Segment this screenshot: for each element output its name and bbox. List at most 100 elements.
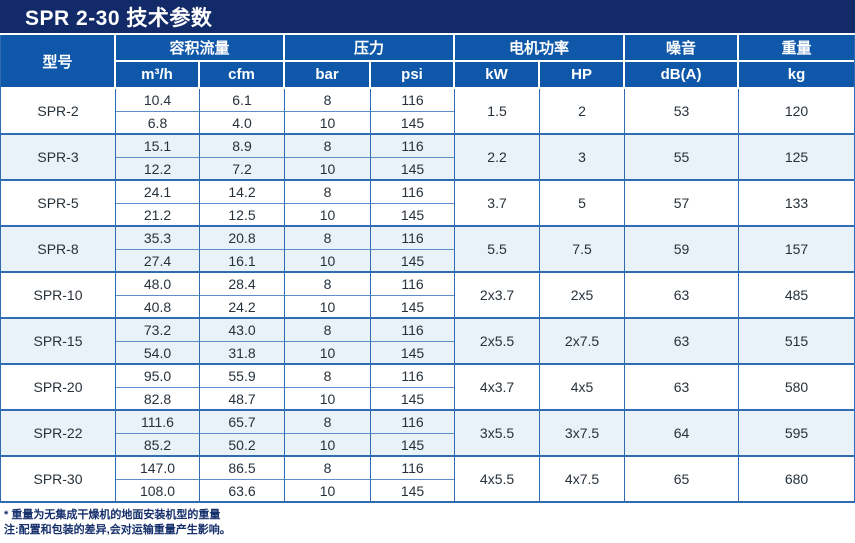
model-cell: SPR-5 [1, 181, 116, 227]
pressure-bar-cell: 10 [285, 250, 372, 273]
pressure-bar-cell: 10 [285, 388, 372, 411]
header-pressure: 压力 [285, 35, 456, 62]
table-row: 12.2 7.2 10 145 [1, 158, 854, 181]
noise-db-cell: 64 [625, 411, 740, 457]
weight-kg-cell: 515 [739, 319, 855, 365]
power-kw-cell: 2x3.7 [455, 273, 541, 319]
group-spr-3: SPR-3 15.1 8.9 8 116 2.2 3 55 125 12.2 7… [1, 135, 855, 181]
flow-cfm-cell: 24.2 [200, 296, 286, 319]
flow-m3h-cell: 21.2 [116, 204, 200, 227]
power-hp-cell: 4x7.5 [540, 457, 626, 503]
table-row: 85.2 50.2 10 145 [1, 434, 854, 457]
header-flow: 容积流量 [116, 35, 286, 62]
pressure-bar-cell: 8 [285, 457, 372, 480]
power-hp-cell: 3x7.5 [540, 411, 626, 457]
flow-m3h-cell: 108.0 [116, 480, 200, 503]
noise-db-cell: 53 [625, 89, 740, 135]
power-hp-cell: 7.5 [540, 227, 626, 273]
flow-m3h-cell: 40.8 [116, 296, 200, 319]
flow-cfm-cell: 50.2 [200, 434, 286, 457]
power-kw-cell: 3x5.5 [455, 411, 541, 457]
flow-m3h-cell: 85.2 [116, 434, 200, 457]
noise-db-cell: 59 [625, 227, 740, 273]
pressure-psi-cell: 145 [371, 296, 456, 319]
model-cell: SPR-22 [1, 411, 116, 457]
spec-table: 型号 容积流量 压力 电机功率 噪音 重量 m³/h cfm bar psi k… [1, 35, 855, 503]
power-kw-cell: 2x5.5 [455, 319, 541, 365]
pressure-bar-cell: 8 [285, 273, 372, 296]
group-spr-30: SPR-30 147.0 86.5 8 116 4x5.5 4x7.5 65 6… [1, 457, 855, 503]
pressure-psi-cell: 116 [371, 411, 456, 434]
pressure-psi-cell: 145 [371, 158, 456, 181]
pressure-bar-cell: 8 [285, 135, 372, 158]
weight-kg-cell: 485 [739, 273, 855, 319]
flow-m3h-cell: 48.0 [116, 273, 200, 296]
noise-db-cell: 63 [625, 319, 740, 365]
flow-m3h-cell: 27.4 [116, 250, 200, 273]
table-row: SPR-30 147.0 86.5 8 116 4x5.5 4x7.5 65 6… [1, 457, 855, 503]
weight-kg-cell: 133 [739, 181, 855, 227]
pressure-bar-cell: 8 [285, 89, 372, 112]
flow-cfm-cell: 14.2 [200, 181, 286, 204]
table-row: 82.8 48.7 10 145 [1, 388, 854, 411]
unit-dba: dB(A) [625, 62, 740, 89]
pressure-bar-cell: 8 [285, 411, 372, 434]
power-kw-cell: 1.5 [455, 89, 541, 135]
footnote-shipping: 注:配置和包装的差异,会对运输重量产生影响。 [4, 524, 231, 536]
pressure-bar-cell: 10 [285, 296, 372, 319]
flow-m3h-cell: 12.2 [116, 158, 200, 181]
pressure-psi-cell: 116 [371, 273, 456, 296]
table-row: SPR-2 10.4 6.1 8 116 1.5 2 53 120 [1, 89, 855, 135]
group-spr-20: SPR-20 95.0 55.9 8 116 4x3.7 4x5 63 580 … [1, 365, 855, 411]
flow-m3h-cell: 35.3 [116, 227, 200, 250]
weight-kg-cell: 157 [739, 227, 855, 273]
weight-kg-cell: 595 [739, 411, 855, 457]
flow-m3h-cell: 54.0 [116, 342, 200, 365]
flow-m3h-cell: 6.8 [116, 112, 200, 135]
pressure-psi-cell: 116 [371, 457, 456, 480]
weight-kg-cell: 120 [739, 89, 855, 135]
flow-cfm-cell: 4.0 [200, 112, 286, 135]
flow-cfm-cell: 8.9 [200, 135, 286, 158]
table-row: SPR-20 95.0 55.9 8 116 4x3.7 4x5 63 580 [1, 365, 855, 411]
pressure-psi-cell: 116 [371, 181, 456, 204]
header-noise: 噪音 [625, 35, 740, 62]
group-spr-15: SPR-15 73.2 43.0 8 116 2x5.5 2x7.5 63 51… [1, 319, 855, 365]
pressure-psi-cell: 145 [371, 434, 456, 457]
power-kw-cell: 4x5.5 [455, 457, 541, 503]
unit-bar: bar [285, 62, 372, 89]
flow-m3h-cell: 111.6 [116, 411, 200, 434]
flow-cfm-cell: 12.5 [200, 204, 286, 227]
pressure-psi-cell: 145 [371, 204, 456, 227]
footnote-weight: * 重量为无集成干燥机的地面安装机型的重量 [4, 509, 221, 521]
pressure-psi-cell: 145 [371, 388, 456, 411]
noise-db-cell: 63 [625, 365, 740, 411]
model-cell: SPR-10 [1, 273, 116, 319]
pressure-bar-cell: 10 [285, 434, 372, 457]
table-row: 40.8 24.2 10 145 [1, 296, 854, 319]
model-cell: SPR-20 [1, 365, 116, 411]
group-spr-2: SPR-2 10.4 6.1 8 116 1.5 2 53 120 6.8 4.… [1, 89, 855, 135]
pressure-bar-cell: 10 [285, 158, 372, 181]
flow-cfm-cell: 65.7 [200, 411, 286, 434]
pressure-psi-cell: 145 [371, 480, 456, 503]
flow-cfm-cell: 7.2 [200, 158, 286, 181]
model-cell: SPR-8 [1, 227, 116, 273]
noise-db-cell: 57 [625, 181, 740, 227]
flow-m3h-cell: 10.4 [116, 89, 200, 112]
table-row: 6.8 4.0 10 145 [1, 112, 854, 135]
unit-cfm: cfm [200, 62, 286, 89]
pressure-psi-cell: 145 [371, 250, 456, 273]
model-cell: SPR-3 [1, 135, 116, 181]
table-row: SPR-3 15.1 8.9 8 116 2.2 3 55 125 [1, 135, 855, 181]
noise-db-cell: 55 [625, 135, 740, 181]
flow-cfm-cell: 28.4 [200, 273, 286, 296]
table-row: 54.0 31.8 10 145 [1, 342, 854, 365]
model-cell: SPR-30 [1, 457, 116, 503]
group-spr-5: SPR-5 24.1 14.2 8 116 3.7 5 57 133 21.2 … [1, 181, 855, 227]
flow-cfm-cell: 31.8 [200, 342, 286, 365]
pressure-psi-cell: 145 [371, 112, 456, 135]
pressure-bar-cell: 10 [285, 204, 372, 227]
flow-cfm-cell: 63.6 [200, 480, 286, 503]
table-row: SPR-5 24.1 14.2 8 116 3.7 5 57 133 [1, 181, 855, 227]
